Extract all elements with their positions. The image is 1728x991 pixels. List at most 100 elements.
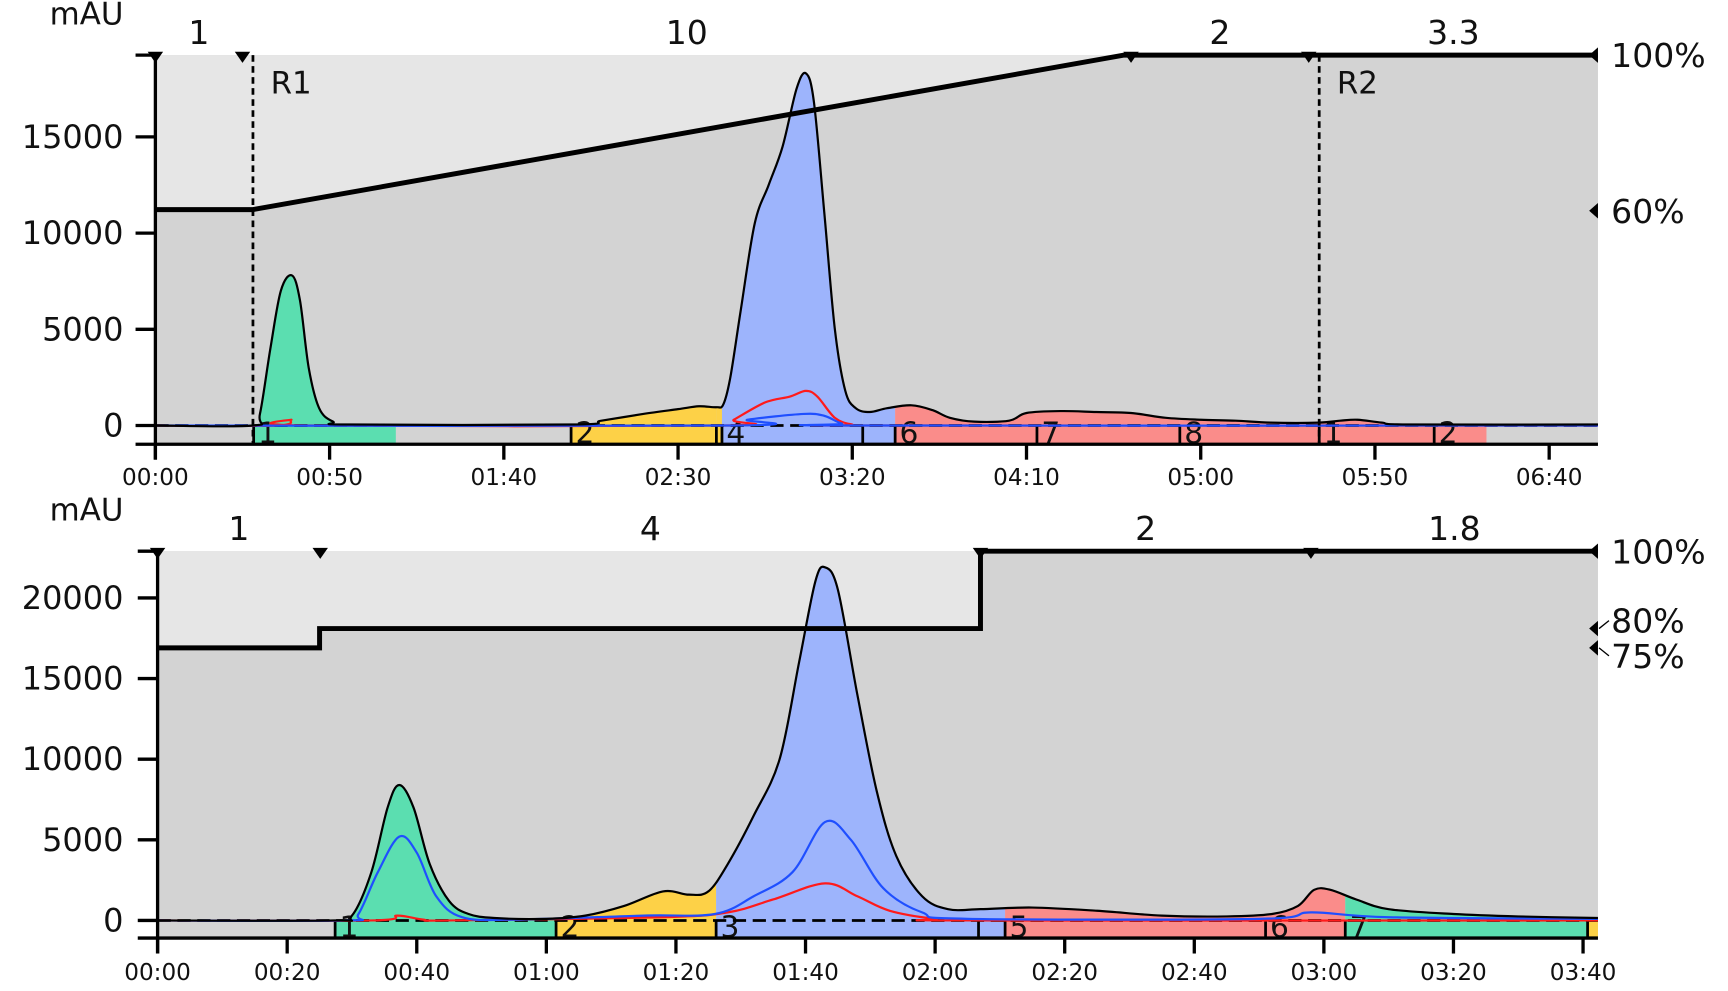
x-tick-label: 03:40 — [1550, 960, 1617, 986]
percent-leader-line — [1598, 620, 1610, 630]
y-tick-label: 0 — [103, 407, 123, 445]
phase-label: 1.8 — [1428, 509, 1481, 548]
x-tick-label: 00:00 — [124, 960, 191, 986]
gradient-line — [155, 52, 1598, 213]
x-tick-label: 01:40 — [772, 960, 839, 986]
y-tick-label: 15000 — [22, 660, 124, 698]
chromatogram-panel-bottom: 1 2 3 5 6 71 4 2 1.8mAU0500010000150002000000:00… — [22, 492, 1706, 986]
phase-label: 10 — [666, 13, 708, 52]
fraction-peak-fill — [721, 72, 863, 426]
fraction-bar — [1434, 425, 1487, 445]
fraction-bar — [335, 920, 557, 939]
fraction-bar — [571, 425, 717, 445]
fraction-peak-fill — [716, 566, 979, 921]
x-tick-label: 02:00 — [902, 960, 969, 986]
percent-label: 100% — [1611, 532, 1705, 571]
fraction-bar — [716, 425, 722, 445]
phase-label: 4 — [640, 509, 661, 548]
blue-trace-line — [157, 819, 1598, 923]
x-tick-label: 05:00 — [1167, 465, 1234, 491]
percent-label: 75% — [1611, 637, 1684, 676]
percent-label: 80% — [1611, 602, 1684, 641]
phase-label: 2 — [1209, 13, 1230, 52]
x-tick-label: 03:20 — [819, 465, 886, 491]
x-tick-label: 02:20 — [1031, 960, 1098, 986]
fraction-bar — [862, 425, 896, 445]
fraction-bar — [716, 920, 979, 939]
fraction-peak-fill — [862, 406, 896, 426]
phase-marker-icon — [312, 547, 328, 559]
percent-marker-icon — [1589, 640, 1598, 656]
x-tick-label: 00:00 — [122, 465, 189, 491]
x-tick-label: 03:20 — [1420, 960, 1487, 986]
x-tick-label: 01:00 — [513, 960, 580, 986]
x-tick-label: 06:40 — [1516, 465, 1583, 491]
percent-label: 60% — [1611, 192, 1684, 231]
phase-marker-icon — [234, 51, 251, 63]
fraction-bar — [1005, 920, 1266, 939]
percent-leader-line — [1598, 647, 1610, 657]
y-tick-label: 5000 — [42, 310, 123, 348]
fraction-bar — [721, 425, 863, 445]
event-label: R1 — [271, 66, 312, 102]
x-tick-label: 00:50 — [296, 465, 363, 491]
fraction-bar — [978, 920, 1006, 939]
fraction-bar — [895, 425, 1037, 445]
fraction-bar — [1179, 425, 1320, 445]
gradient-line — [157, 548, 1598, 651]
fraction-bar — [1036, 425, 1180, 445]
y-tick-label: 10000 — [22, 740, 124, 778]
uv-trace-line — [157, 565, 1598, 922]
fraction-bar — [556, 920, 717, 939]
blue-trace-line — [155, 412, 1598, 428]
x-tick-label: 03:00 — [1291, 960, 1358, 986]
fraction-label: 3 — [721, 910, 740, 945]
percent-marker-icon — [1589, 543, 1598, 559]
x-tick-label: 05:50 — [1342, 465, 1409, 491]
fraction-peak-fill — [716, 406, 722, 426]
phase-marker-icon — [1301, 51, 1317, 63]
y-tick-label: 15000 — [22, 118, 124, 156]
phase-label: 1 — [188, 13, 209, 52]
x-tick-label: 01:20 — [643, 960, 710, 986]
x-tick-label: 04:10 — [993, 465, 1060, 491]
fraction-bar — [1587, 920, 1598, 939]
uv-trace-line — [155, 71, 1598, 428]
fraction-label: 1 — [340, 910, 359, 945]
y-tick-label: 0 — [103, 901, 123, 939]
phase-marker-icon — [972, 547, 989, 559]
fraction-peak-fill — [1345, 895, 1588, 921]
percent-marker-icon — [1589, 620, 1598, 637]
fraction-bar — [1319, 425, 1435, 445]
percent-label: 100% — [1611, 36, 1705, 75]
fraction-bar — [253, 425, 396, 445]
phase-marker-icon — [1123, 51, 1139, 63]
x-tick-label: 01:40 — [471, 465, 538, 491]
fraction-peak-fill — [335, 784, 557, 921]
x-tick-label: 02:30 — [645, 465, 712, 491]
y-tick-label: 10000 — [22, 214, 124, 252]
chromatogram-panel-top: 1 2 4 6 7 8 1 2R1 R21 10 2 3.3mAU05000100001500000:… — [22, 0, 1706, 491]
fraction-peak-fill — [253, 275, 396, 426]
above-gradient-region — [155, 55, 1598, 210]
above-gradient-region — [157, 551, 1598, 648]
red-trace-line — [157, 882, 1598, 922]
phase-marker-icon — [1303, 547, 1319, 559]
percent-marker-icon — [1589, 203, 1598, 219]
percent-marker-icon — [1589, 47, 1598, 63]
phase-label: 2 — [1135, 509, 1156, 548]
x-tick-label: 00:40 — [383, 960, 450, 986]
y-axis-label: mAU — [50, 0, 124, 32]
fraction-label: 7 — [1350, 910, 1369, 945]
fraction-bar — [1345, 920, 1588, 939]
x-tick-label: 02:40 — [1161, 960, 1228, 986]
x-tick-label: 00:20 — [254, 960, 321, 986]
y-axis-label: mAU — [50, 492, 124, 528]
y-tick-label: 5000 — [42, 821, 123, 859]
event-label: R2 — [1337, 66, 1378, 102]
phase-label: 3.3 — [1427, 13, 1480, 52]
phase-label: 1 — [228, 509, 249, 548]
fraction-bar — [1265, 920, 1346, 939]
fraction-peak-fill — [978, 908, 1006, 921]
